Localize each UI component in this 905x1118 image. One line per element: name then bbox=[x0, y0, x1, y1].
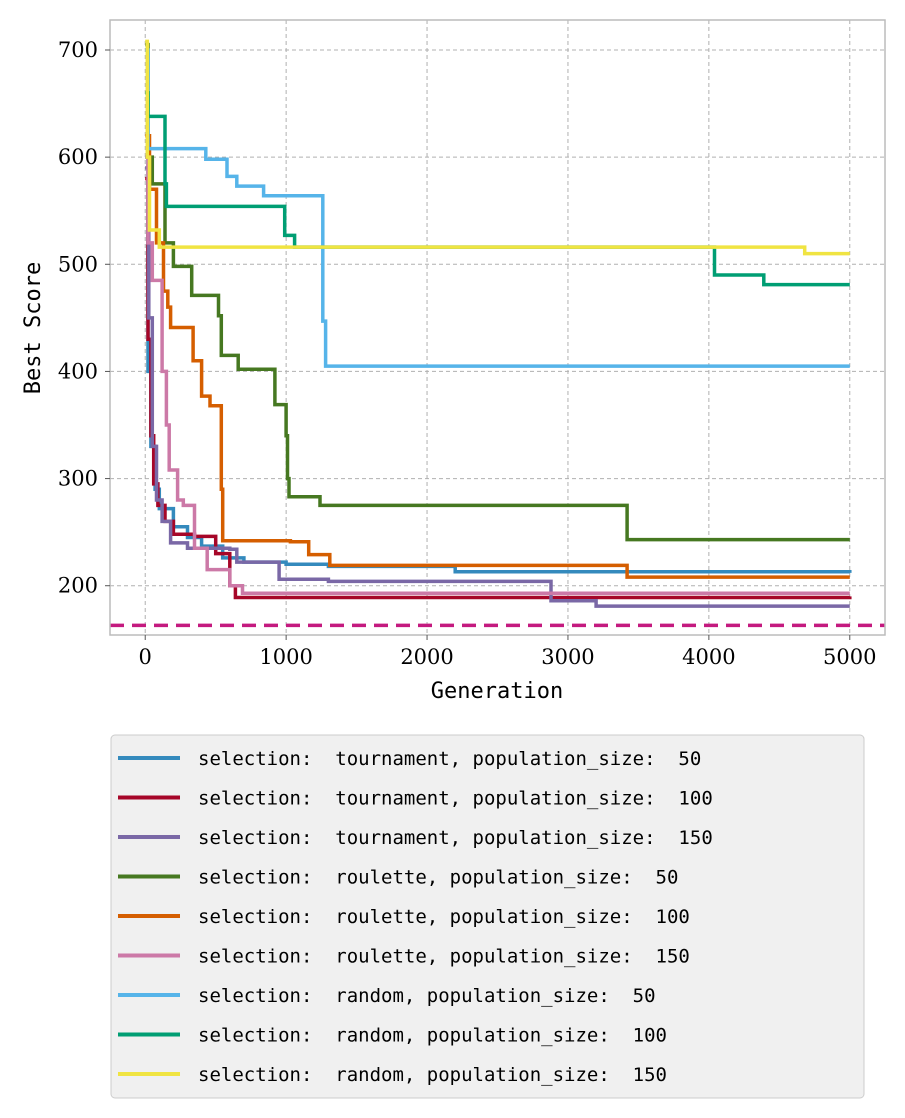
y-axis-label: Best Score bbox=[21, 262, 46, 394]
x-axis-ticks: 0 1000 2000 3000 4000 5000 bbox=[139, 635, 876, 669]
legend-item: selection: tournament, population_size: … bbox=[118, 748, 701, 770]
x-tick-label: 3000 bbox=[541, 645, 594, 669]
legend-item: selection: random, population_size: 150 bbox=[118, 1064, 667, 1086]
x-tick-label: 5000 bbox=[823, 645, 876, 669]
legend-label: selection: tournament, population_size: … bbox=[198, 748, 701, 770]
x-axis-label: Generation bbox=[431, 679, 563, 704]
legend: selection: tournament, population_size: … bbox=[110, 734, 865, 1099]
y-tick-label: 200 bbox=[58, 574, 98, 598]
legend-items: selection: tournament, population_size: … bbox=[118, 748, 713, 1086]
series-layer bbox=[145, 39, 852, 608]
x-tick-label: 2000 bbox=[400, 645, 453, 669]
legend-item: selection: random, population_size: 50 bbox=[118, 985, 656, 1007]
legend-label: selection: random, population_size: 50 bbox=[198, 985, 656, 1007]
series-line-7 bbox=[145, 48, 850, 368]
y-tick-label: 300 bbox=[58, 467, 98, 491]
x-tick-label: 0 bbox=[139, 645, 152, 669]
y-tick-label: 400 bbox=[58, 359, 98, 383]
legend-label: selection: random, population_size: 100 bbox=[198, 1025, 667, 1047]
legend-label: selection: random, population_size: 150 bbox=[198, 1064, 667, 1086]
series-line-3 bbox=[145, 166, 850, 608]
series-line-8 bbox=[145, 91, 850, 287]
legend-item: selection: roulette, population_size: 10… bbox=[118, 906, 690, 928]
x-tick-label: 1000 bbox=[259, 645, 312, 669]
y-axis-ticks: 200 300 400 500 600 700 bbox=[58, 38, 110, 598]
y-tick-label: 700 bbox=[58, 38, 98, 62]
y-tick-label: 600 bbox=[58, 145, 98, 169]
legend-box bbox=[110, 734, 865, 1099]
legend-label: selection: roulette, population_size: 10… bbox=[198, 906, 690, 928]
x-tick-label: 4000 bbox=[682, 645, 735, 669]
legend-item: selection: roulette, population_size: 50 bbox=[118, 867, 678, 889]
plot-background bbox=[110, 20, 885, 635]
legend-label: selection: tournament, population_size: … bbox=[198, 788, 713, 810]
legend-label: selection: roulette, population_size: 50 bbox=[198, 867, 678, 889]
legend-label: selection: roulette, population_size: 15… bbox=[198, 946, 690, 968]
legend-item: selection: roulette, population_size: 15… bbox=[118, 946, 690, 968]
series-line-6 bbox=[145, 155, 850, 595]
plot-frame bbox=[109, 19, 886, 636]
y-tick-label: 500 bbox=[58, 252, 98, 276]
legend-item: selection: random, population_size: 100 bbox=[118, 1025, 667, 1047]
legend-label: selection: tournament, population_size: … bbox=[198, 827, 713, 849]
legend-item: selection: tournament, population_size: … bbox=[118, 788, 713, 810]
legend-item: selection: tournament, population_size: … bbox=[118, 827, 713, 849]
series-line-9 bbox=[145, 39, 850, 256]
